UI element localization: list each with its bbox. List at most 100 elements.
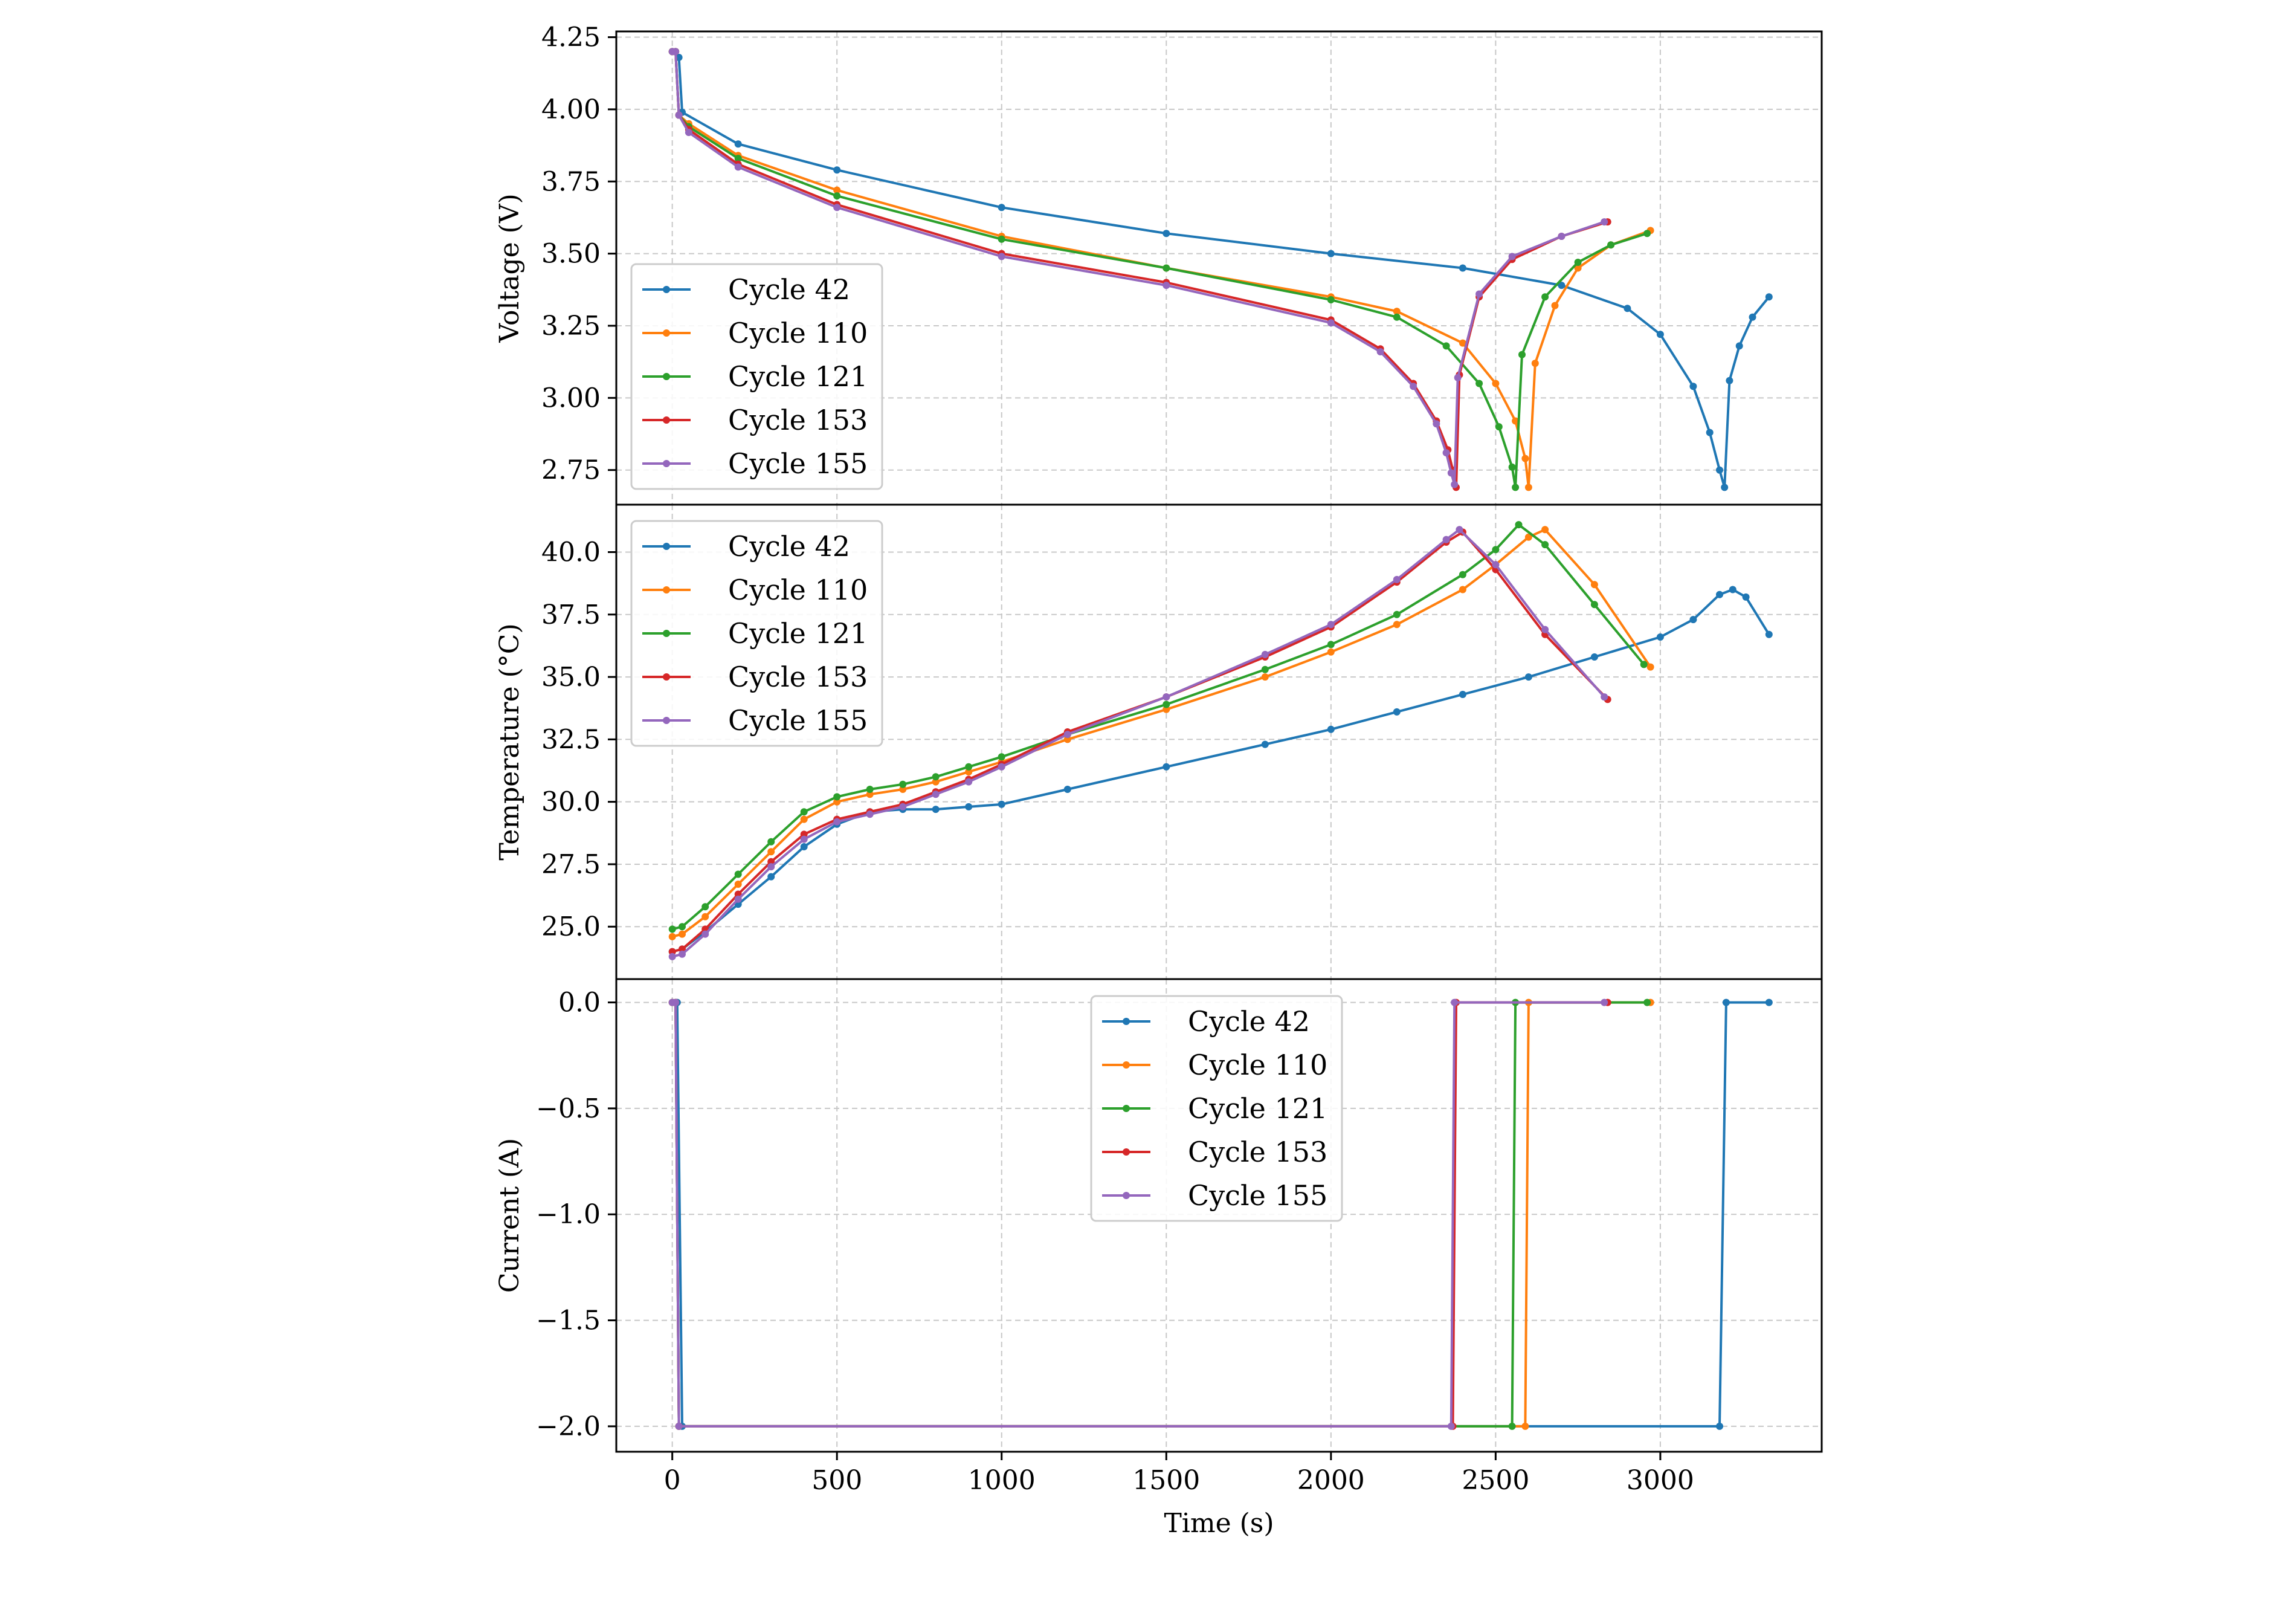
- voltage-point-cycle-155: [1163, 282, 1170, 290]
- voltage-point-cycle-155: [1601, 218, 1608, 226]
- temperature-point-cycle-155: [932, 791, 940, 798]
- temperature-legend-label-cycle-110: Cycle 110: [728, 574, 868, 606]
- temperature-point-cycle-110: [1590, 581, 1598, 589]
- temperature-point-cycle-110: [701, 913, 709, 920]
- voltage-point-cycle-121: [1574, 259, 1582, 266]
- voltage-point-cycle-155: [1558, 233, 1566, 240]
- voltage-point-cycle-42: [1327, 250, 1335, 257]
- temperature-legend-label-cycle-121: Cycle 121: [728, 617, 868, 650]
- voltage-ytick-label: 4.25: [541, 22, 601, 53]
- voltage-legend-entry-cycle-153: Cycle 153: [642, 404, 868, 436]
- temperature-point-cycle-42: [800, 843, 808, 850]
- temperature-point-cycle-121: [866, 786, 874, 793]
- voltage-point-cycle-110: [1521, 454, 1529, 462]
- voltage-point-cycle-42: [1765, 293, 1773, 301]
- voltage-legend-marker-cycle-155: [663, 460, 670, 467]
- voltage-point-cycle-42: [1749, 313, 1756, 321]
- temperature-point-cycle-42: [1163, 763, 1170, 771]
- temperature-point-cycle-121: [679, 923, 686, 931]
- temperature-point-cycle-110: [833, 798, 841, 806]
- voltage-point-cycle-155: [998, 253, 1005, 260]
- voltage-point-cycle-155: [1451, 480, 1459, 488]
- current-legend-entry-cycle-153: Cycle 153: [1102, 1136, 1327, 1168]
- voltage-legend-marker-cycle-110: [663, 329, 670, 337]
- temperature-panel: 25.0 27.5 30.0 32.5 35.0 37.5 40.0 Temperature…: [494, 503, 1823, 980]
- temperature-series-cycle-42: [668, 586, 1773, 956]
- temperature-point-cycle-42: [1393, 708, 1401, 716]
- temperature-point-cycle-42: [1261, 740, 1269, 748]
- current-xtick-label: 2500: [1462, 1465, 1529, 1496]
- current-point-cycle-42: [1722, 998, 1730, 1006]
- voltage-legend-marker-cycle-121: [663, 373, 670, 380]
- voltage-series-cycle-155: [668, 48, 1608, 488]
- voltage-point-cycle-121: [998, 235, 1005, 243]
- current-point-cycle-155: [1601, 998, 1608, 1006]
- voltage-point-cycle-42: [1716, 466, 1723, 474]
- voltage-point-cycle-42: [734, 140, 742, 148]
- voltage-point-cycle-110: [1551, 302, 1559, 309]
- voltage-point-cycle-42: [1706, 429, 1714, 436]
- temperature-point-cycle-42: [1729, 586, 1737, 594]
- temperature-point-cycle-121: [1492, 546, 1500, 554]
- voltage-legend-label-cycle-42: Cycle 42: [728, 273, 850, 306]
- current-ytick-label: −2.0: [536, 1411, 601, 1442]
- temperature-point-cycle-42: [932, 806, 940, 814]
- voltage-point-cycle-155: [1433, 420, 1440, 428]
- voltage-ytick-label: 4.00: [541, 94, 601, 125]
- current-point-cycle-155: [675, 1422, 683, 1430]
- voltage-line-cycle-155: [672, 50, 1605, 486]
- temperature-legend-marker-cycle-110: [663, 586, 670, 594]
- temperature-point-cycle-155: [734, 895, 742, 903]
- voltage-point-cycle-155: [1376, 348, 1384, 355]
- temperature-point-cycle-153: [679, 945, 686, 953]
- current-xtick-label: 500: [811, 1465, 862, 1496]
- temperature-legend-box: [630, 520, 883, 747]
- voltage-point-cycle-155: [1327, 319, 1335, 327]
- voltage-point-cycle-155: [1508, 253, 1516, 260]
- temperature-point-cycle-110: [932, 778, 940, 786]
- temperature-point-cycle-121: [1515, 521, 1523, 529]
- temperature-point-cycle-121: [1590, 601, 1598, 609]
- temperature-point-cycle-153: [800, 830, 808, 838]
- temperature-legend-label-cycle-42: Cycle 42: [728, 530, 850, 563]
- voltage-point-cycle-42: [1735, 342, 1743, 350]
- temperature-point-cycle-153: [767, 858, 775, 865]
- voltage-point-cycle-42: [1689, 383, 1697, 390]
- voltage-ytick-label: 3.75: [541, 166, 601, 197]
- current-point-cycle-42: [1716, 1422, 1723, 1430]
- voltage-point-cycle-42: [833, 166, 841, 174]
- current-xtick-label: 1500: [1132, 1465, 1200, 1496]
- voltage-y-axis-label: Voltage (V): [494, 193, 525, 343]
- current-y-axis-label: Current (A): [494, 1138, 525, 1293]
- voltage-point-cycle-121: [1475, 380, 1483, 387]
- current-xtick-label: 3000: [1627, 1465, 1694, 1496]
- temperature-point-cycle-121: [965, 763, 973, 771]
- temperature-point-cycle-110: [1063, 736, 1071, 743]
- voltage-point-cycle-121: [734, 155, 742, 163]
- temperature-point-cycle-110: [899, 786, 907, 793]
- current-panel: −2.0 −1.5 −1.0 −0.5 0.0 0 500 1000 1500 2000 2500 3…: [494, 978, 1823, 1539]
- current-axes-frame: [615, 978, 1823, 1453]
- current-legend-label-cycle-110: Cycle 110: [1188, 1049, 1327, 1081]
- temperature-legend-entry-cycle-155: Cycle 155: [642, 704, 868, 737]
- temperature-point-cycle-121: [1163, 700, 1170, 708]
- temperature-point-cycle-153: [668, 948, 676, 956]
- temperature-point-cycle-110: [1541, 526, 1549, 534]
- current-legend-marker-cycle-155: [1123, 1192, 1130, 1199]
- temperature-point-cycle-110: [1327, 648, 1335, 656]
- temperature-point-cycle-110: [1393, 621, 1401, 629]
- temperature-point-cycle-42: [1327, 725, 1335, 733]
- temperature-point-cycle-155: [1393, 575, 1401, 583]
- voltage-panel: 2.75 3.00 3.25 3.50 3.75 4.00 4.25 Voltage (V)…: [494, 22, 1823, 506]
- current-point-cycle-121: [1643, 998, 1651, 1006]
- temperature-point-cycle-155: [998, 763, 1005, 771]
- voltage-ytick-label: 2.75: [541, 455, 601, 486]
- voltage-point-cycle-121: [1508, 463, 1516, 471]
- current-legend-marker-cycle-121: [1123, 1105, 1130, 1112]
- current-ytick-label: −1.5: [536, 1305, 601, 1336]
- voltage-point-cycle-155: [1454, 374, 1462, 381]
- voltage-point-cycle-42: [1558, 282, 1566, 290]
- temperature-point-cycle-121: [767, 838, 775, 846]
- temperature-series-cycle-155: [668, 526, 1608, 960]
